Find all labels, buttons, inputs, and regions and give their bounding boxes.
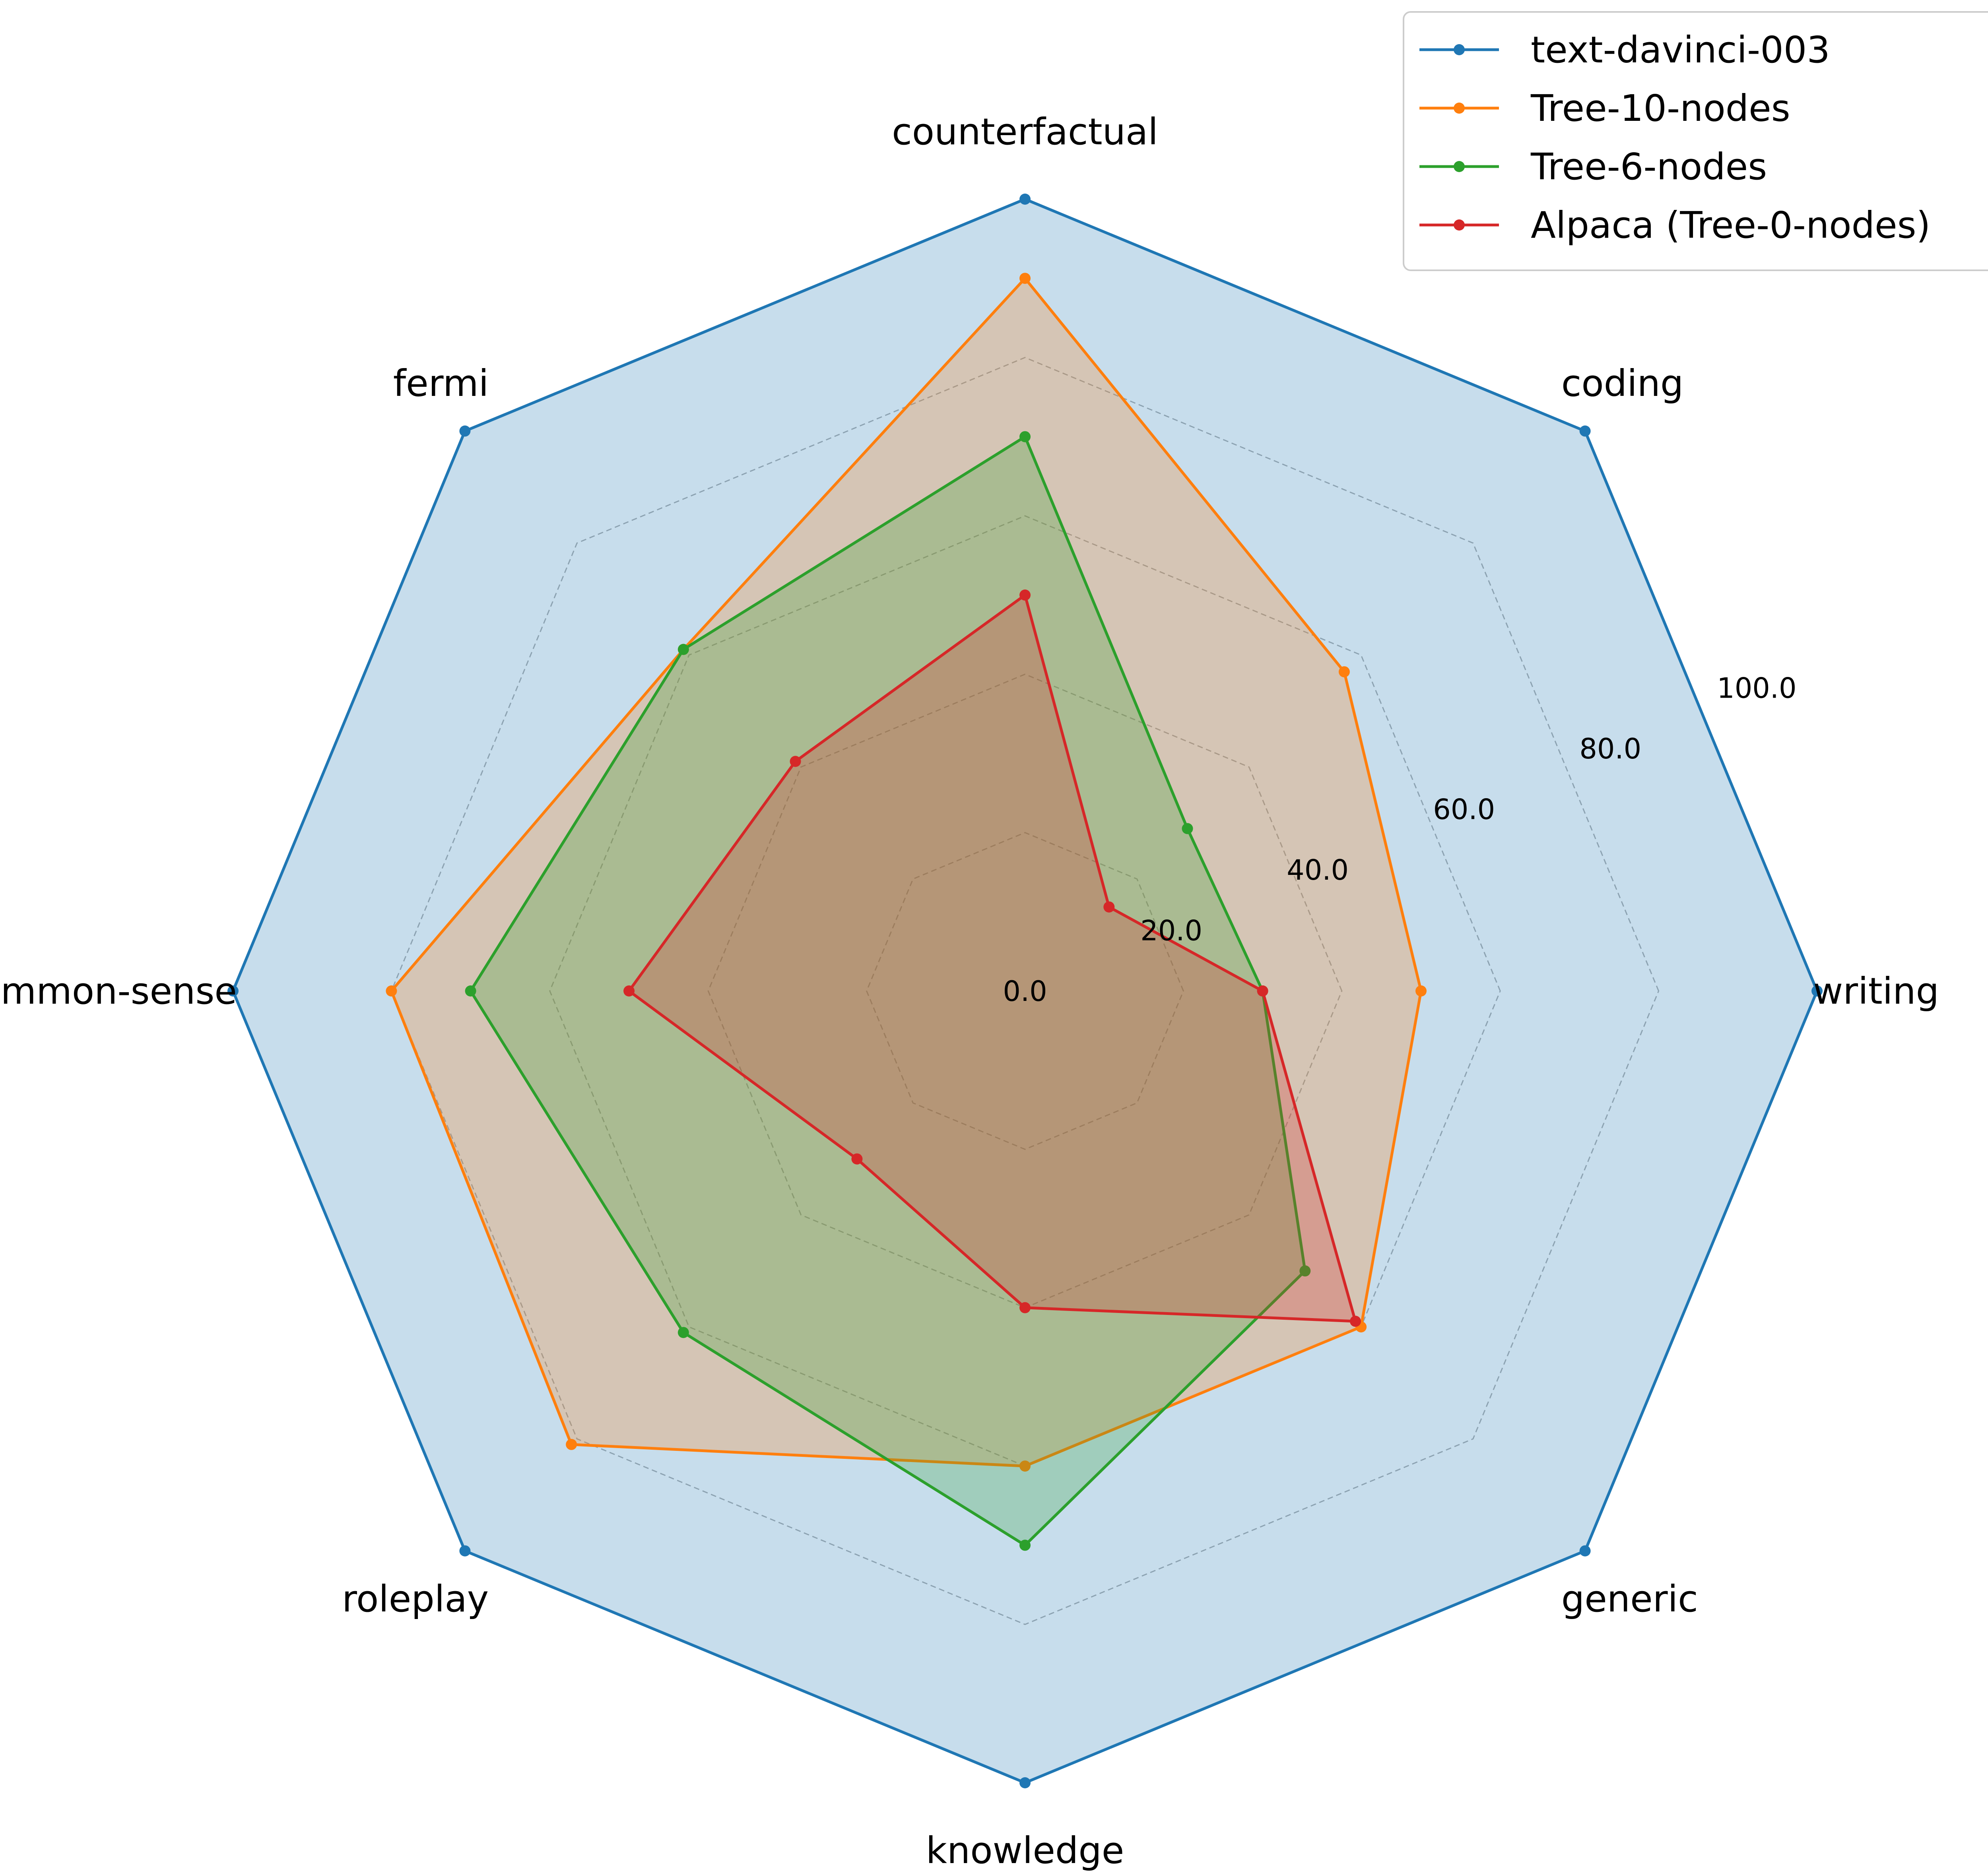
data-point-tree-6-nodes-fermi: [678, 644, 689, 655]
category-label-knowledge: knowledge: [926, 1829, 1124, 1872]
category-label-generic: generic: [1561, 1578, 1698, 1620]
data-point-alpaca-tree-0-nodes-writing: [1257, 985, 1268, 997]
radial-tick-label: 80.0: [1579, 733, 1641, 765]
series-fill-alpaca-tree-0-nodes: [629, 595, 1355, 1321]
legend-label-tree-10-nodes: Tree-10-nodes: [1530, 87, 1790, 130]
category-label-counterfactual: counterfactual: [892, 111, 1158, 153]
data-point-alpaca-tree-0-nodes-knowledge: [1019, 1302, 1031, 1313]
category-label-roleplay: roleplay: [342, 1578, 489, 1620]
data-point-text-davinci-003-counterfactual: [1019, 194, 1031, 205]
data-point-tree-6-nodes-coding: [1182, 823, 1193, 834]
legend-marker-tree-10-nodes: [1454, 103, 1465, 114]
data-point-tree-10-nodes-common-sense: [386, 985, 397, 997]
legend-marker-alpaca: [1454, 219, 1465, 231]
radial-tick-label: 60.0: [1433, 793, 1495, 826]
category-label-coding: coding: [1561, 362, 1684, 405]
data-point-text-davinci-003-writing: [1811, 985, 1823, 997]
data-point-alpaca-tree-0-nodes-roleplay: [851, 1153, 863, 1165]
radial-tick-label: 40.0: [1287, 854, 1349, 886]
data-point-tree-6-nodes-counterfactual: [1019, 431, 1031, 442]
radial-tick-labels: 0.0 20.0 40.0 60.0 80.0 100.0: [1003, 672, 1796, 1008]
data-point-tree-6-nodes-generic: [1299, 1265, 1311, 1277]
legend-entry-tree-10-nodes: Tree-10-nodes: [1419, 87, 1790, 130]
series-text-davinci-003: [227, 194, 1823, 1788]
series-tree-10-nodes: [386, 273, 1427, 1472]
legend-label-alpaca: Alpaca (Tree-0-nodes): [1531, 204, 1930, 246]
legend-frame: [1403, 11, 1988, 271]
series-alpaca-tree-0-nodes: [623, 589, 1361, 1327]
category-label-writing: writing: [1813, 970, 1939, 1012]
data-point-tree-6-nodes-common-sense: [465, 985, 476, 997]
legend-label-tree-6-nodes: Tree-6-nodes: [1530, 145, 1767, 188]
legend-marker-tree-6-nodes: [1454, 161, 1465, 172]
legend-entry-tree-6-nodes: Tree-6-nodes: [1419, 145, 1767, 188]
data-point-tree-10-nodes-coding: [1338, 666, 1350, 678]
data-point-text-davinci-003-coding: [1579, 425, 1591, 437]
data-point-text-davinci-003-knowledge: [1019, 1777, 1031, 1788]
legend: text-davinci-003 Tree-10-nodes Tree-6-no…: [1403, 11, 1988, 271]
radial-tick-label: 0.0: [1003, 975, 1047, 1008]
data-point-alpaca-tree-0-nodes-fermi: [790, 756, 801, 767]
data-point-tree-10-nodes-roleplay: [566, 1439, 577, 1450]
data-point-tree-10-nodes-knowledge: [1019, 1460, 1031, 1472]
category-label-common-sense: common-sense: [0, 970, 237, 1012]
data-point-tree-10-nodes-counterfactual: [1019, 273, 1031, 284]
data-point-alpaca-tree-0-nodes-counterfactual: [1019, 589, 1031, 601]
data-point-tree-10-nodes-writing: [1415, 985, 1427, 997]
data-point-text-davinci-003-roleplay: [459, 1545, 471, 1557]
legend-entry-alpaca: Alpaca (Tree-0-nodes): [1419, 204, 1930, 246]
series-fill-tree-10-nodes: [391, 278, 1421, 1466]
data-point-alpaca-tree-0-nodes-common-sense: [623, 985, 635, 997]
radial-tick-label: 20.0: [1140, 915, 1202, 947]
data-point-alpaca-tree-0-nodes-coding: [1103, 901, 1115, 913]
category-label-fermi: fermi: [393, 362, 489, 405]
data-point-text-davinci-003-generic: [1579, 1545, 1591, 1557]
data-point-tree-6-nodes-knowledge: [1019, 1540, 1031, 1551]
series-layer: [227, 194, 1823, 1788]
data-point-tree-6-nodes-roleplay: [678, 1327, 689, 1338]
legend-label-text-davinci-003: text-davinci-003: [1531, 29, 1830, 71]
series-fill-tree-6-nodes: [470, 436, 1305, 1545]
grid-ring-1: [866, 832, 1184, 1150]
data-point-text-davinci-003-common-sense: [227, 985, 239, 997]
data-point-text-davinci-003-fermi: [459, 425, 471, 437]
category-labels: writing coding counterfactual fermi common-s…: [0, 111, 1939, 1872]
series-fill-text-davinci-003: [233, 199, 1817, 1783]
legend-entry-text-davinci-003: text-davinci-003: [1419, 29, 1830, 71]
grid-ring-2: [707, 673, 1343, 1309]
radial-tick-label: 100.0: [1717, 672, 1796, 705]
legend-marker-text-davinci-003: [1454, 44, 1465, 55]
data-point-alpaca-tree-0-nodes-generic: [1350, 1316, 1361, 1327]
